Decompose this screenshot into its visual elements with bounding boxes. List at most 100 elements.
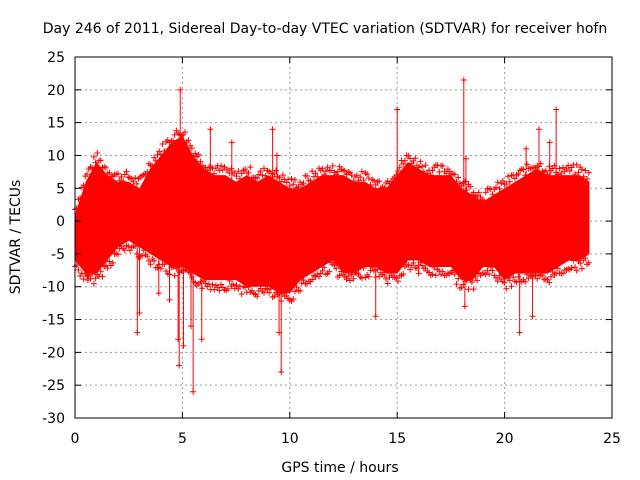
- data-point: [334, 168, 341, 175]
- x-tick-label: 20: [496, 431, 514, 447]
- data-point: [114, 251, 121, 258]
- data-point: [328, 167, 335, 174]
- data-point: [343, 276, 350, 283]
- data-point: [147, 261, 154, 268]
- data-point: [254, 293, 261, 300]
- data-point: [123, 168, 130, 175]
- data-point: [472, 273, 479, 280]
- data-point: [218, 162, 225, 169]
- data-point: [554, 265, 561, 272]
- data-point: [470, 286, 477, 293]
- data-point: [381, 271, 388, 278]
- data-point: [547, 273, 554, 280]
- chart-title: Day 246 of 2011, Sidereal Day-to-day VTE…: [43, 21, 607, 37]
- data-point: [577, 260, 584, 267]
- data-point: [144, 168, 151, 175]
- x-tick-label: 10: [281, 431, 299, 447]
- data-point: [429, 167, 436, 174]
- outlier-point: [136, 309, 143, 316]
- data-point: [468, 279, 475, 286]
- x-tick-label: 25: [603, 431, 621, 447]
- data-point: [358, 275, 365, 282]
- data-point: [171, 272, 178, 279]
- data-point: [348, 271, 355, 278]
- y-tick-label: -5: [51, 247, 65, 263]
- data-point: [231, 170, 238, 177]
- outlier-point: [190, 388, 197, 395]
- data-point: [450, 267, 457, 274]
- data-point: [211, 170, 218, 177]
- data-point: [451, 271, 458, 278]
- data-point: [245, 169, 252, 176]
- data-point: [192, 150, 199, 157]
- data-point: [307, 177, 314, 184]
- data-point: [257, 168, 264, 175]
- data-point: [154, 151, 161, 158]
- data-point: [489, 267, 496, 274]
- data-point: [121, 246, 128, 253]
- data-point: [400, 271, 407, 278]
- data-point: [503, 285, 510, 292]
- data-point: [99, 273, 106, 280]
- data-point: [584, 175, 591, 182]
- data-point: [384, 280, 391, 287]
- data-point: [443, 170, 450, 177]
- data-point: [285, 176, 292, 183]
- outlier-point: [187, 323, 194, 330]
- data-point: [216, 287, 223, 294]
- data-point: [169, 264, 176, 271]
- data-point: [80, 182, 87, 189]
- data-point: [159, 140, 166, 147]
- y-tick-label: 0: [56, 214, 65, 230]
- data-point: [453, 281, 460, 288]
- data-point: [283, 179, 290, 186]
- data-point: [300, 276, 307, 283]
- data-point: [87, 275, 94, 282]
- data-point: [309, 168, 316, 175]
- data-point: [333, 265, 340, 272]
- data-point: [407, 266, 414, 273]
- data-point: [116, 177, 123, 184]
- data-point: [161, 261, 168, 268]
- data-point: [506, 178, 513, 185]
- data-point: [565, 162, 572, 169]
- outlier-point: [372, 313, 379, 320]
- data-point: [568, 264, 575, 271]
- outlier-point: [553, 106, 560, 113]
- data-point: [151, 257, 158, 264]
- data-point: [204, 167, 211, 174]
- data-point: [522, 278, 529, 285]
- data-point: [202, 280, 209, 287]
- data-point: [188, 274, 195, 281]
- data-point: [496, 272, 503, 279]
- data-point: [455, 174, 462, 181]
- data-point: [133, 180, 140, 187]
- axis-tick-labels: -30 -25 -20 -15 -10 -5 0 5 10 15 20 25 0 5 10 15 20 25: [42, 50, 621, 447]
- data-point: [273, 167, 280, 174]
- data-point: [474, 277, 481, 284]
- y-tick-label: 10: [47, 148, 65, 164]
- data-point: [336, 272, 343, 279]
- data-point: [181, 129, 188, 136]
- data-point: [369, 264, 376, 271]
- data-point: [102, 164, 109, 171]
- data-point: [427, 171, 434, 178]
- data-point: [580, 173, 587, 180]
- data-point: [286, 182, 293, 189]
- outlier-point: [516, 329, 523, 336]
- data-point: [578, 166, 585, 173]
- data-point: [393, 274, 400, 281]
- data-point: [309, 276, 316, 283]
- data-point: [314, 173, 321, 180]
- data-point: [470, 189, 477, 196]
- data-point: [499, 177, 506, 184]
- data-point: [360, 176, 367, 183]
- data-point: [355, 177, 362, 184]
- data-point: [106, 258, 113, 265]
- data-point: [364, 171, 371, 178]
- data-point: [493, 274, 500, 281]
- data-point: [417, 158, 424, 165]
- data-point: [453, 178, 460, 185]
- outlier-point: [394, 106, 401, 113]
- data-point: [566, 167, 573, 174]
